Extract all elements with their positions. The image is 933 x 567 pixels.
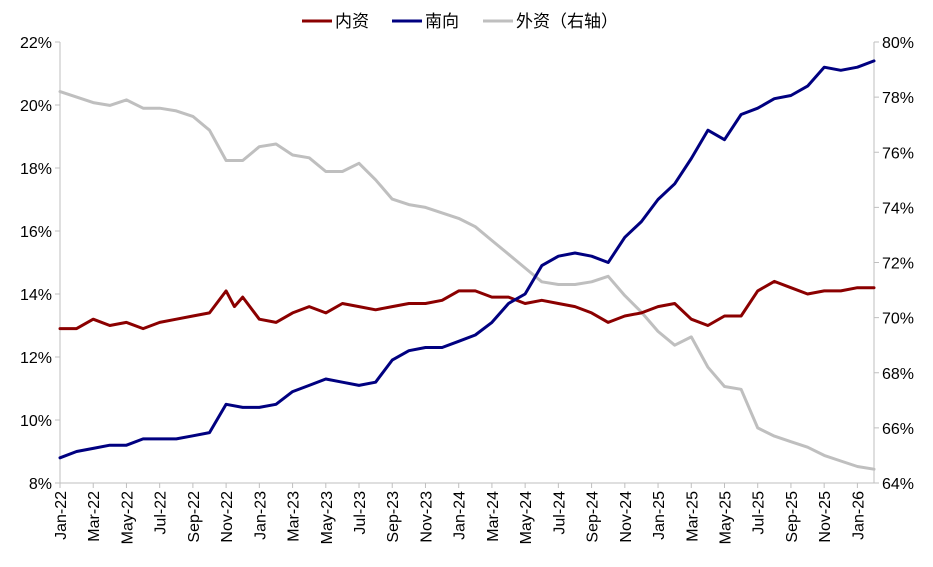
x-tick-label: Jul-24: [551, 491, 568, 535]
x-tick-label: Sep-24: [585, 491, 602, 543]
left-tick-label: 14%: [20, 287, 52, 304]
x-tick-label: Mar-22: [86, 491, 103, 542]
right-tick-label: 74%: [882, 200, 914, 217]
x-tick-label: Jan-23: [252, 491, 269, 540]
axes: 8% 10% 12% 14% 16% 18% 20% 22% 64% 66% 68% 70% 72% 74…: [20, 35, 914, 544]
series-line-0: [58, 279, 876, 331]
right-tick-label: 78%: [882, 90, 914, 107]
x-tick-label: May-22: [119, 491, 136, 544]
right-tick-label: 72%: [882, 256, 914, 273]
x-tick-label: Jan-26: [850, 491, 867, 540]
left-tick-label: 8%: [29, 476, 52, 493]
left-tick-label: 18%: [20, 161, 52, 178]
x-tick-label: Mar-25: [684, 491, 701, 542]
x-tick-label: Sep-25: [784, 491, 801, 543]
x-tick-label: Nov-24: [618, 491, 635, 543]
x-tick-label: Mar-23: [286, 491, 303, 542]
x-tick-label: Jan-25: [651, 491, 668, 540]
legend-label-2: 外资（右轴）: [516, 12, 618, 32]
x-tick-label: Jul-23: [352, 491, 369, 535]
right-tick-label: 80%: [882, 35, 914, 52]
legend: 内资 南向 外资（右轴）: [302, 12, 618, 32]
x-tick-label: Nov-22: [219, 491, 236, 543]
legend-label-0: 内资: [335, 12, 369, 32]
right-tick-label: 66%: [882, 421, 914, 438]
x-tick-label: Nov-25: [817, 491, 834, 543]
right-tick-label: 70%: [882, 311, 914, 328]
x-tick-label: Jan-22: [53, 491, 70, 540]
left-tick-label: 16%: [20, 224, 52, 241]
x-tick-label: May-25: [717, 491, 734, 544]
x-tick-label: Sep-23: [385, 491, 402, 543]
x-tick-label: Jul-22: [153, 491, 170, 535]
left-tick-label: 20%: [20, 98, 52, 115]
x-tick-label: Nov-23: [418, 491, 435, 543]
left-tick-label: 22%: [20, 35, 52, 52]
legend-label-1: 南向: [425, 12, 459, 32]
left-tick-label: 12%: [20, 350, 52, 367]
right-tick-label: 68%: [882, 366, 914, 383]
x-tick-label: Mar-24: [485, 491, 502, 542]
series-line-2: [58, 90, 876, 471]
left-tick-label: 10%: [20, 413, 52, 430]
series-lines: [58, 59, 876, 471]
series-line-1: [58, 59, 876, 460]
x-tick-label: May-23: [319, 491, 336, 544]
x-tick-label: Jul-25: [751, 491, 768, 535]
right-tick-label: 64%: [882, 476, 914, 493]
right-tick-label: 76%: [882, 145, 914, 162]
x-tick-label: May-24: [518, 491, 535, 544]
x-tick-label: Jan-24: [452, 491, 469, 540]
x-tick-label: Sep-22: [186, 491, 203, 543]
